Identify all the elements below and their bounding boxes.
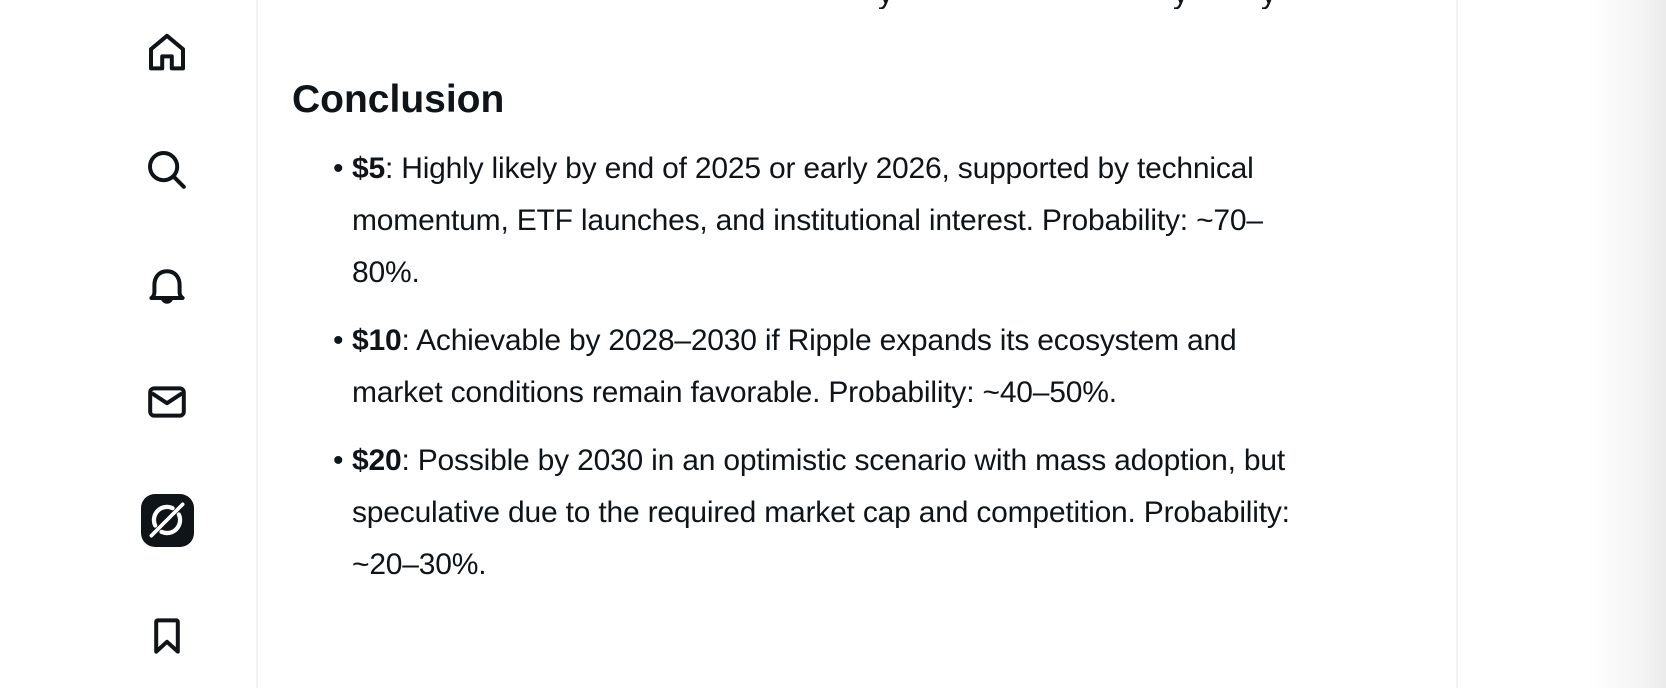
sidebar-item-grok[interactable] [140, 493, 194, 547]
home-icon [143, 28, 191, 76]
search-icon [143, 146, 191, 194]
price-target-label: $20 [352, 444, 402, 477]
section-heading: Conclusion [292, 78, 505, 121]
sidebar-item-bookmarks[interactable] [140, 609, 194, 663]
price-target-label: $5 [352, 152, 385, 185]
grok-answer-body: Conclusion $5: Highly likely by end of 2… [258, 76, 1456, 591]
price-target-label: $10 [352, 324, 402, 357]
bullet-line: ~20–30%. [352, 548, 487, 581]
bullet-line: 80%. [352, 256, 420, 289]
bullet-line: market conditions remain favorable. Prob… [352, 376, 1117, 409]
mail-icon [143, 378, 191, 426]
price-target-item: $20: Possible by 2030 in an optimistic s… [333, 435, 1456, 591]
bell-icon [143, 263, 191, 311]
bullet-line: $10: Achievable by 2028–2030 if Ripple e… [352, 315, 1456, 367]
sidebar-item-home[interactable] [140, 25, 194, 79]
bullet-text: : Possible by 2030 in an optimistic scen… [401, 444, 1286, 477]
cutoff-text-fragment: y [1173, 0, 1189, 8]
bullet-line: $20: Possible by 2030 in an optimistic s… [352, 435, 1456, 487]
price-target-item: $5: Highly likely by end of 2025 or earl… [333, 143, 1456, 299]
price-target-list: $5: Highly likely by end of 2025 or earl… [292, 143, 1456, 591]
bullet-text: : Achievable by 2028–2030 if Ripple expa… [401, 324, 1237, 357]
cutoff-text-fragment: y [1261, 0, 1277, 8]
cutoff-text-fragment: y [878, 0, 894, 8]
bullet-text: : Highly likely by end of 2025 or early … [384, 152, 1254, 185]
price-target-item: $10: Achievable by 2028–2030 if Ripple e… [333, 315, 1456, 419]
sidebar-item-notifications[interactable] [140, 260, 194, 314]
bullet-line: momentum, ETF launches, and institutiona… [352, 204, 1263, 237]
sidebar-item-explore[interactable] [140, 143, 194, 197]
sidebar-item-messages[interactable] [140, 375, 194, 429]
bullet-line: $5: Highly likely by end of 2025 or earl… [352, 143, 1456, 195]
right-rail [1458, 0, 1666, 688]
content-column: y y y Conclusion $5: Highly likely by en… [258, 0, 1458, 688]
cutoff-text-line: y y y [258, 0, 1456, 9]
left-sidebar [0, 0, 258, 688]
grok-icon [140, 493, 194, 547]
bookmark-icon [143, 612, 191, 660]
bullet-line: speculative due to the required market c… [352, 496, 1290, 529]
